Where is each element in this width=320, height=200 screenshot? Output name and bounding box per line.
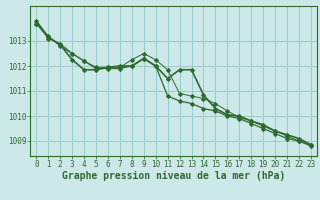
X-axis label: Graphe pression niveau de la mer (hPa): Graphe pression niveau de la mer (hPa) bbox=[62, 171, 285, 181]
